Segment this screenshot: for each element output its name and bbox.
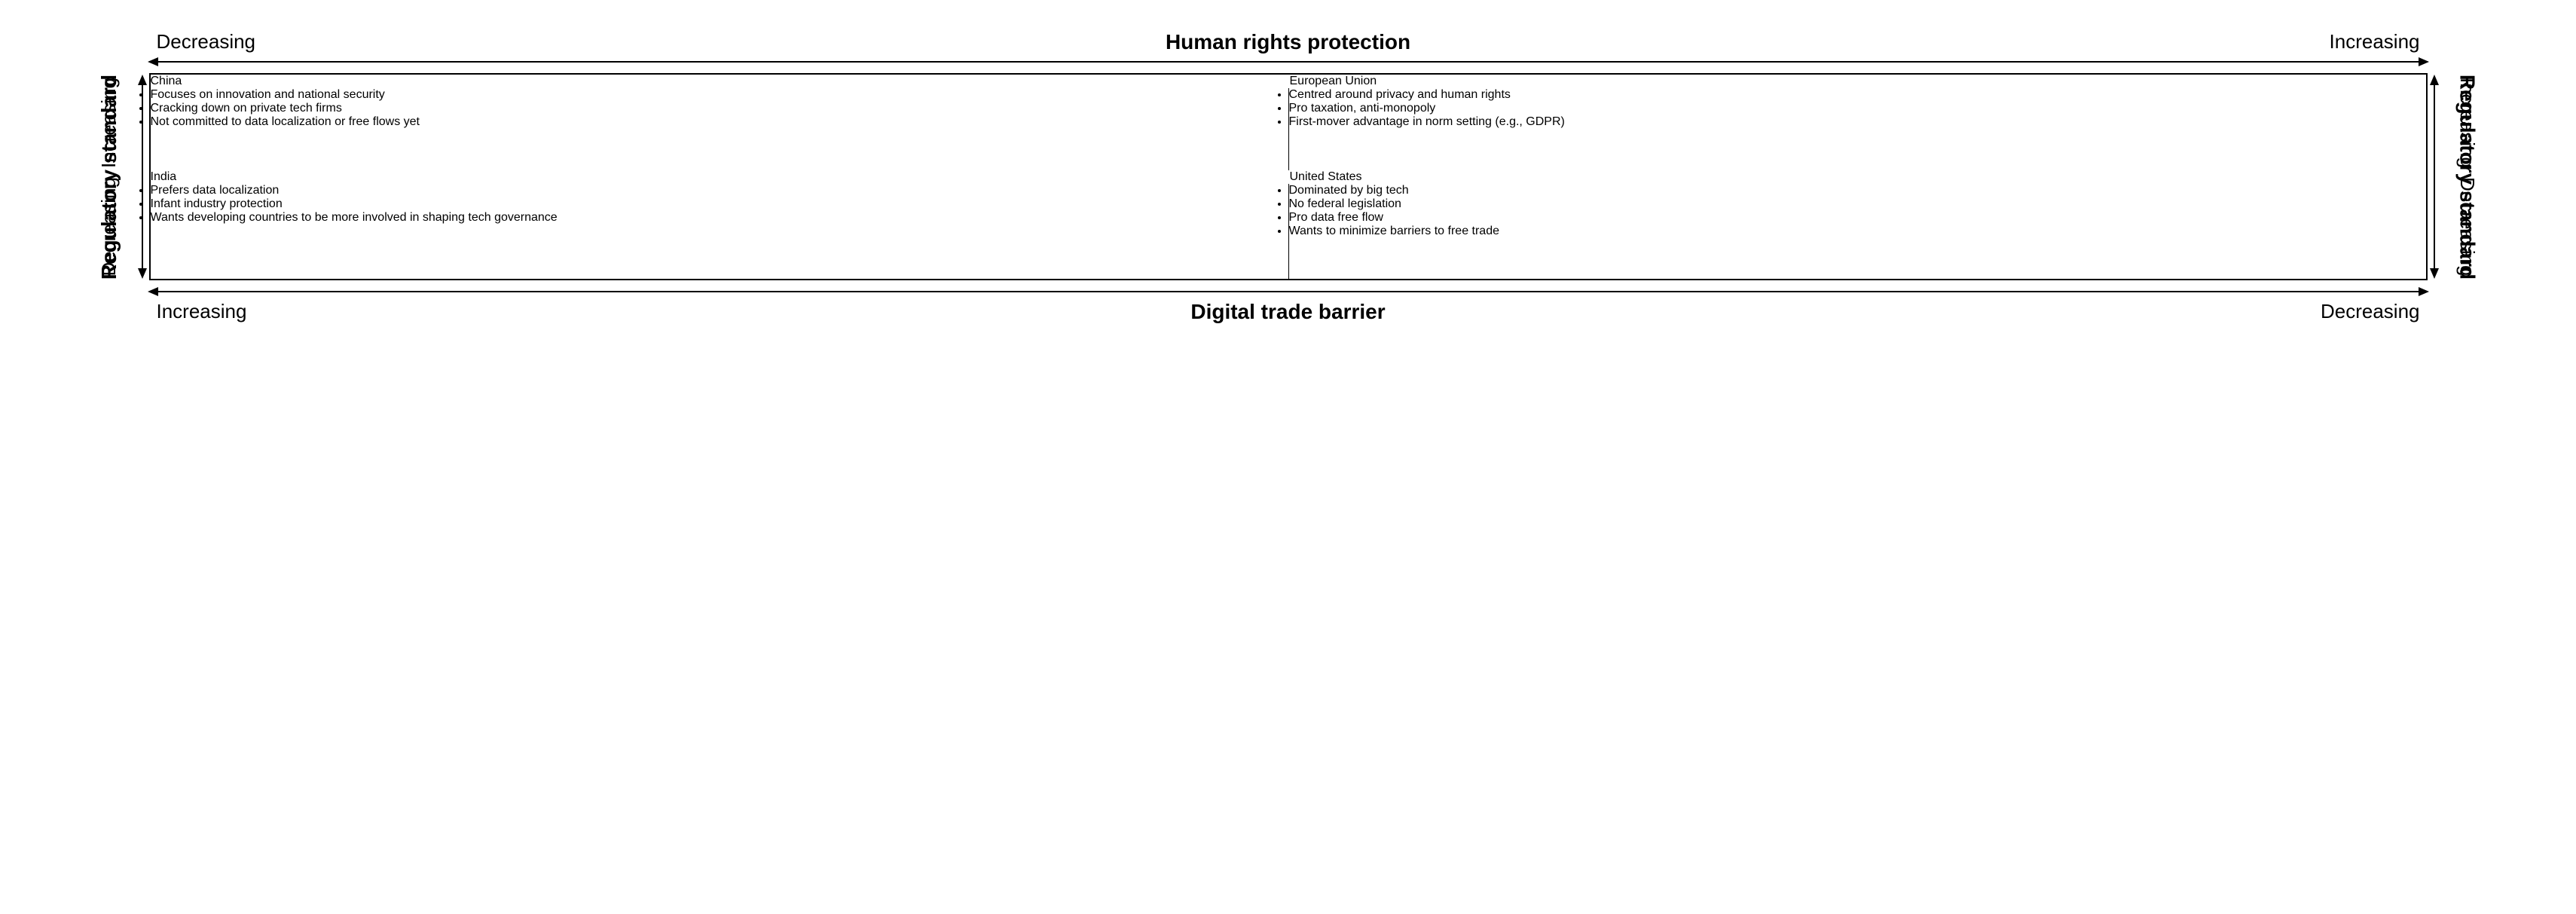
bottom-axis-right-end: Decreasing [2321,300,2420,323]
bullet: Pro taxation, anti-monopoly [1289,102,2426,115]
quadrant-top-right: European Union Centred around privacy an… [1288,75,2426,170]
quadrant-header: India [151,170,1288,184]
bullet: Prefers data localization [151,184,1288,197]
right-axis-title: Regulatory standard [2455,75,2480,280]
bullet: Focuses on innovation and national secur… [151,88,1288,102]
bullet: Pro data free flow [1289,211,2426,225]
bullet: Infant industry protection [151,197,1288,211]
quadrant-diagram: Decreasing Human rights protection Incre… [83,30,2494,323]
bullet: Wants developing countries to be more in… [151,211,1288,225]
left-axis: Increasing Regulatory standard Decreasin… [83,73,136,280]
quadrant-bottom-left: India Prefers data localization Infant i… [151,170,1288,280]
quadrant-bottom-right: United States Dominated by big tech No f… [1288,170,2426,280]
bullet: Not committed to data localization or fr… [151,115,1288,129]
quadrant-header: United States [1288,170,2426,184]
quadrant-top-left: China Focuses on innovation and national… [151,75,1288,170]
quadrant-bullets: Dominated by big tech No federal legisla… [1289,184,2426,238]
bottom-axis-title: Digital trade barrier [1190,300,1385,324]
bottom-axis-section: Increasing Digital trade barrier Decreas… [83,291,2494,323]
right-axis-arrow [2434,76,2435,277]
middle-row: Increasing Regulatory standard Decreasin… [83,73,2494,280]
quadrant-header: China [151,75,1288,88]
bottom-axis-left-end: Increasing [157,300,247,323]
right-axis: Increasing Regulatory standard Decreasin… [2441,73,2494,280]
quadrant-bullets: Focuses on innovation and national secur… [151,88,1288,129]
bullet: Wants to minimize barriers to free trade [1289,225,2426,238]
top-axis-title: Human rights protection [1166,30,1410,54]
quadrant-bullets: Centred around privacy and human rights … [1289,88,2426,129]
quadrant-grid: China Focuses on innovation and national… [149,73,2428,280]
left-axis-arrow [142,76,143,277]
bullet: Centred around privacy and human rights [1289,88,2426,102]
quadrant-bullets: Prefers data localization Infant industr… [151,184,1288,225]
quadrant-header: European Union [1288,75,2426,88]
top-axis-right-end: Increasing [2330,30,2420,53]
bottom-axis-labels: Increasing Digital trade barrier Decreas… [149,292,2428,323]
top-axis-arrow [149,61,2428,63]
bullet: No federal legislation [1289,197,2426,211]
top-axis-labels: Decreasing Human rights protection Incre… [149,30,2428,61]
top-axis-section: Decreasing Human rights protection Incre… [83,30,2494,63]
bullet: First-mover advantage in norm setting (e… [1289,115,2426,129]
bullet: Cracking down on private tech firms [151,102,1288,115]
left-axis-bottom-end: Decreasing [97,173,121,281]
bullet: Dominated by big tech [1289,184,2426,197]
top-axis-left-end: Decreasing [157,30,256,53]
